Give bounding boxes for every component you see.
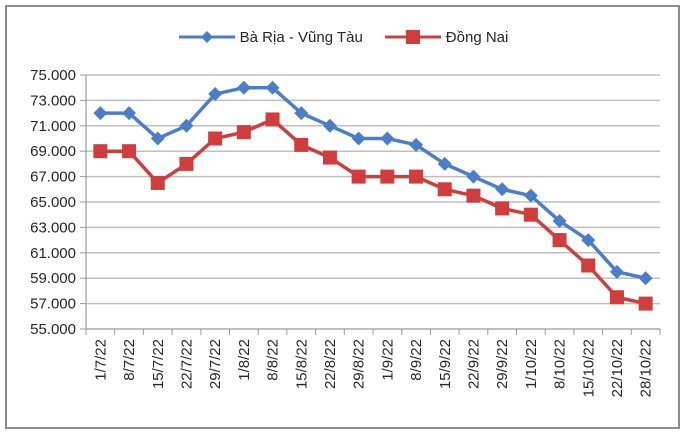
data-point-square[interactable] <box>179 156 194 171</box>
data-point-diamond[interactable] <box>208 87 223 102</box>
data-point-diamond[interactable] <box>609 264 624 279</box>
series-line <box>100 85 647 280</box>
data-point-diamond[interactable] <box>581 233 596 248</box>
x-tick-label: 15/10/22 <box>580 339 597 397</box>
legend-label: Đồng Nai <box>445 28 509 46</box>
data-point-diamond[interactable] <box>351 131 366 146</box>
data-point-diamond[interactable] <box>437 156 452 171</box>
y-tick-label: 57.000 <box>30 296 76 313</box>
data-point-square[interactable] <box>638 296 653 311</box>
y-tick-label: 73.000 <box>30 92 76 109</box>
data-point-diamond[interactable] <box>93 106 108 121</box>
data-point-square[interactable] <box>265 112 280 127</box>
x-tick-label: 22/8/22 <box>322 339 339 389</box>
x-tick-label: 29/9/22 <box>494 339 511 389</box>
y-tick-label: 59.000 <box>30 270 76 287</box>
legend-item-ba-ria-vung-tau[interactable]: Bà Rịa - Vũng Tàu <box>178 28 363 46</box>
data-point-diamond[interactable] <box>322 118 337 133</box>
data-point-square[interactable] <box>552 233 567 248</box>
x-tick-label: 22/10/22 <box>609 339 626 397</box>
legend-label: Bà Rịa - Vũng Tàu <box>239 28 363 46</box>
x-tick-label: 28/10/22 <box>638 339 655 397</box>
data-point-diamond[interactable] <box>122 106 137 121</box>
y-tick-label: 67.000 <box>30 169 76 186</box>
legend-item-dong-nai[interactable]: Đồng Nai <box>384 28 509 46</box>
data-point-square[interactable] <box>609 290 624 305</box>
data-point-square[interactable] <box>380 169 395 184</box>
x-tick-label: 15/9/22 <box>437 339 454 389</box>
data-point-square[interactable] <box>122 144 137 159</box>
data-point-square[interactable] <box>208 131 223 146</box>
data-point-square[interactable] <box>523 207 538 222</box>
data-point-diamond[interactable] <box>495 182 510 197</box>
x-tick-label: 8/7/22 <box>121 339 138 381</box>
data-point-square[interactable] <box>322 150 337 165</box>
data-point-square[interactable] <box>150 175 165 190</box>
x-tick-label: 15/7/22 <box>150 339 167 389</box>
y-tick-label: 61.000 <box>30 245 76 262</box>
data-point-diamond[interactable] <box>294 106 309 121</box>
x-tick-label: 1/7/22 <box>92 339 109 381</box>
x-tick-label: 8/8/22 <box>265 339 282 381</box>
x-tick-label: 1/9/22 <box>379 339 396 381</box>
data-point-square[interactable] <box>409 169 424 184</box>
data-point-diamond[interactable] <box>466 169 481 184</box>
x-tick-label: 1/8/22 <box>236 339 253 381</box>
data-point-diamond[interactable] <box>409 137 424 152</box>
y-tick-label: 65.000 <box>30 194 76 211</box>
legend: Bà Rịa - Vũng Tàu Đồng Nai <box>0 26 687 48</box>
y-tick-label: 63.000 <box>30 219 76 236</box>
data-point-square[interactable] <box>495 201 510 216</box>
data-point-square[interactable] <box>294 137 309 152</box>
y-tick-label: 71.000 <box>30 118 76 135</box>
data-point-square[interactable] <box>466 188 481 203</box>
y-tick-label: 55.000 <box>30 321 76 338</box>
y-tick-label: 75.000 <box>30 67 76 84</box>
data-point-square[interactable] <box>351 169 366 184</box>
y-tick-label: 69.000 <box>30 143 76 160</box>
data-point-diamond[interactable] <box>150 131 165 146</box>
data-point-square[interactable] <box>437 182 452 197</box>
x-tick-label: 22/7/22 <box>178 339 195 389</box>
data-point-diamond[interactable] <box>523 188 538 203</box>
data-point-diamond[interactable] <box>265 80 280 95</box>
square-marker-icon <box>384 30 441 44</box>
data-point-square[interactable] <box>93 144 108 159</box>
x-tick-label: 8/10/22 <box>552 339 569 389</box>
x-tick-label: 22/9/22 <box>465 339 482 389</box>
series-line <box>100 117 647 306</box>
data-point-diamond[interactable] <box>236 80 251 95</box>
data-point-square[interactable] <box>581 258 596 273</box>
data-point-diamond[interactable] <box>638 271 653 286</box>
x-tick-label: 29/7/22 <box>207 339 224 389</box>
x-tick-label: 29/8/22 <box>351 339 368 389</box>
data-point-diamond[interactable] <box>552 214 567 229</box>
diamond-marker-icon <box>178 31 235 43</box>
data-point-diamond[interactable] <box>380 131 395 146</box>
x-tick-label: 15/8/22 <box>293 339 310 389</box>
x-tick-label: 1/10/22 <box>523 339 540 389</box>
data-point-square[interactable] <box>236 125 251 140</box>
data-point-diamond[interactable] <box>179 118 194 133</box>
x-tick-label: 8/9/22 <box>408 339 425 381</box>
